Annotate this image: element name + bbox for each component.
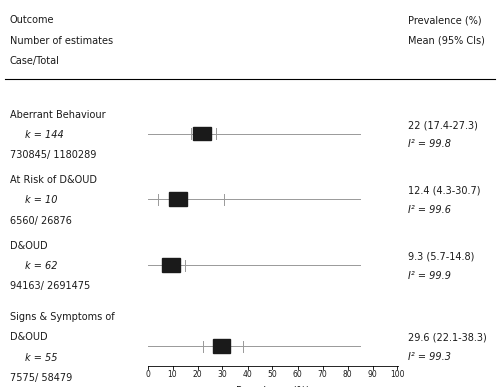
FancyBboxPatch shape <box>194 127 212 140</box>
Text: I² = 99.9: I² = 99.9 <box>408 271 451 281</box>
Text: Aberrant Behaviour: Aberrant Behaviour <box>10 110 106 120</box>
Text: 40: 40 <box>242 370 252 379</box>
Text: 50: 50 <box>268 370 278 379</box>
Text: 70: 70 <box>318 370 328 379</box>
FancyBboxPatch shape <box>170 192 188 206</box>
Text: 20: 20 <box>192 370 202 379</box>
FancyBboxPatch shape <box>162 258 180 272</box>
Text: 80: 80 <box>342 370 352 379</box>
Text: 10: 10 <box>168 370 177 379</box>
Text: Prevalence (%): Prevalence (%) <box>236 386 310 387</box>
Text: Mean (95% CIs): Mean (95% CIs) <box>408 36 484 46</box>
Text: Case/Total: Case/Total <box>10 56 60 66</box>
Text: At Risk of D&OUD: At Risk of D&OUD <box>10 175 97 185</box>
Text: Signs & Symptoms of: Signs & Symptoms of <box>10 312 115 322</box>
Text: 94163/ 2691475: 94163/ 2691475 <box>10 281 90 291</box>
Text: Outcome: Outcome <box>10 15 54 26</box>
Text: 9.3 (5.7-14.8): 9.3 (5.7-14.8) <box>408 252 474 262</box>
Text: D&OUD: D&OUD <box>10 332 48 342</box>
Text: 22 (17.4-27.3): 22 (17.4-27.3) <box>408 120 478 130</box>
Text: 730845/ 1180289: 730845/ 1180289 <box>10 150 97 160</box>
Text: 30: 30 <box>218 370 228 379</box>
Text: k = 55: k = 55 <box>25 353 58 363</box>
Text: 12.4 (4.3-30.7): 12.4 (4.3-30.7) <box>408 186 480 196</box>
Text: 90: 90 <box>368 370 378 379</box>
Text: 29.6 (22.1-38.3): 29.6 (22.1-38.3) <box>408 333 486 343</box>
Text: 60: 60 <box>292 370 302 379</box>
Text: 6560/ 26876: 6560/ 26876 <box>10 216 72 226</box>
Text: 0: 0 <box>145 370 150 379</box>
Text: Number of estimates: Number of estimates <box>10 36 113 46</box>
Text: k = 62: k = 62 <box>25 261 58 271</box>
Text: k = 144: k = 144 <box>25 130 64 140</box>
Text: 7575/ 58479: 7575/ 58479 <box>10 373 72 383</box>
Text: I² = 99.6: I² = 99.6 <box>408 205 451 215</box>
FancyBboxPatch shape <box>212 339 230 353</box>
Text: 100: 100 <box>390 370 404 379</box>
Text: k = 10: k = 10 <box>25 195 58 205</box>
Text: I² = 99.3: I² = 99.3 <box>408 352 451 362</box>
Text: Prevalence (%): Prevalence (%) <box>408 15 481 26</box>
Text: D&OUD: D&OUD <box>10 241 48 251</box>
Text: I² = 99.8: I² = 99.8 <box>408 139 451 149</box>
